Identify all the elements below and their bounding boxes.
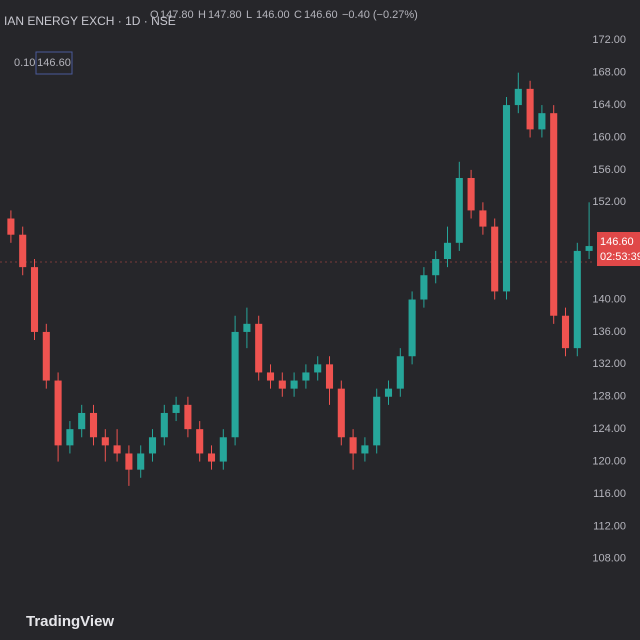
legend-key: H [198, 9, 206, 21]
candle-body [42, 331, 50, 381]
candle-body [479, 210, 487, 227]
chart-title: IAN ENERGY EXCH · 1D · NSE [4, 14, 176, 28]
candle-body [125, 453, 133, 470]
candle-body [408, 299, 416, 357]
candle-body [550, 113, 558, 316]
y-tick-label: 164.00 [592, 99, 626, 111]
candle-body [148, 437, 157, 454]
legend-key: C [294, 9, 302, 21]
candle-body [255, 323, 263, 373]
y-tick-label: 172.00 [592, 34, 626, 46]
candle-body [349, 437, 357, 454]
candle-body [196, 429, 204, 454]
candle-body [573, 250, 581, 349]
candle-body [302, 372, 310, 381]
candle-body [526, 88, 534, 130]
candle-body [561, 315, 570, 349]
y-tick-label: 152.00 [592, 196, 626, 208]
candle-body [7, 218, 15, 235]
candle-body [384, 388, 393, 397]
candle-body [219, 437, 227, 462]
candle-body [266, 372, 275, 381]
legend-value: 147.80 [160, 9, 194, 21]
candle-body [443, 242, 452, 260]
toolbar-label: 146.60 [37, 57, 71, 69]
candle-body [432, 259, 440, 276]
y-tick-label: 160.00 [592, 131, 626, 143]
candle-body [337, 388, 345, 438]
candle-body [113, 445, 121, 454]
y-tick-label: 116.00 [593, 488, 626, 500]
candle-body [19, 234, 27, 268]
candle-body [101, 437, 109, 446]
legend-value: −0.40 (−0.27%) [342, 9, 418, 21]
y-tick-label: 168.00 [592, 67, 626, 79]
candle-body [184, 404, 192, 430]
candle-body [89, 412, 98, 438]
toolbar-box [35, 51, 73, 75]
candle-body [373, 396, 381, 446]
legend-value: 147.80 [208, 9, 242, 21]
y-tick-label: 112.00 [593, 520, 626, 532]
legend-key: L [246, 9, 252, 21]
candle-body [396, 356, 404, 389]
candle-body [514, 88, 522, 106]
candle-body [172, 404, 180, 413]
candle-body [290, 380, 298, 389]
candle-body [455, 177, 463, 243]
y-tick-label: 128.00 [592, 391, 626, 403]
candle-body [137, 453, 145, 470]
plot [7, 72, 593, 486]
y-tick-label: 124.00 [592, 423, 626, 435]
candle-body [467, 177, 475, 211]
candle-body [160, 412, 168, 438]
candle-body [54, 380, 62, 446]
y-tick-label: 156.00 [592, 164, 626, 176]
candle-body [231, 331, 239, 438]
candle-body [243, 323, 251, 332]
candle-body [361, 445, 369, 454]
candle-body [491, 226, 499, 292]
candle-body [78, 412, 86, 430]
candle-body [585, 246, 593, 251]
legend-key: O [150, 9, 159, 21]
y-tick-label: 120.00 [592, 455, 626, 467]
legend-value: 146.60 [304, 9, 338, 21]
y-tick-label: 140.00 [592, 293, 626, 305]
candle-body [30, 267, 39, 332]
candle-body [278, 380, 286, 389]
candle-body [502, 105, 511, 292]
legend-value: 146.00 [256, 9, 290, 21]
brand: TradingView [26, 613, 114, 630]
y-tick-label: 108.00 [592, 553, 626, 565]
candle-body [207, 453, 216, 462]
candle-body [314, 364, 322, 373]
countdown: 02:53:39 [600, 251, 640, 263]
price-tag: 146.60 [600, 236, 634, 248]
candle-body [420, 275, 428, 300]
candle-body [538, 113, 546, 130]
toolbar-label: 0.10 [14, 57, 35, 69]
ohlc-legend: O 147.80 H 147.80 L 146.00 C 146.60 −0.40 (−0.27… [150, 9, 418, 21]
candle-body [325, 364, 334, 389]
y-tick-label: 136.00 [592, 326, 626, 338]
candle-body [66, 429, 74, 446]
price-tag-box [597, 232, 640, 266]
y-tick-label: 132.00 [592, 358, 626, 370]
y-axis: 108.00 112.00 116.00 120.00 124.00 128.00 132.… [592, 34, 626, 565]
